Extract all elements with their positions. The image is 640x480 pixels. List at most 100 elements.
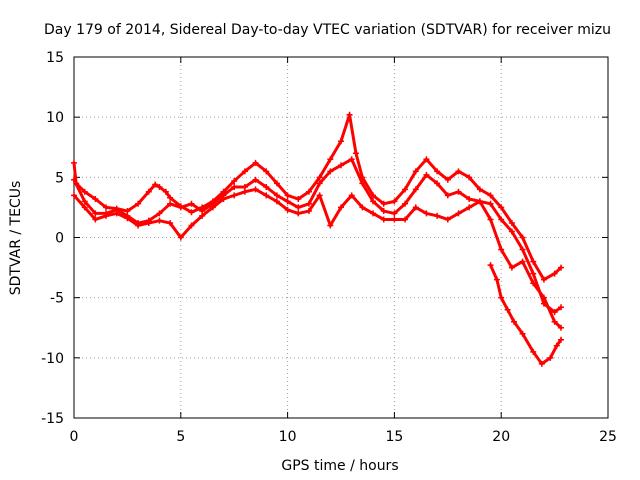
series-segment bbox=[339, 193, 354, 209]
series-segment bbox=[318, 157, 332, 179]
series-segment bbox=[254, 178, 268, 189]
series-segment bbox=[467, 199, 482, 209]
series-segment bbox=[499, 217, 514, 233]
series-segment bbox=[456, 169, 471, 179]
series-segment bbox=[328, 205, 343, 227]
series-segment bbox=[168, 221, 183, 239]
series-segment bbox=[350, 157, 364, 185]
series-segment bbox=[499, 296, 510, 312]
series-segment bbox=[371, 211, 386, 221]
series-segment bbox=[414, 205, 428, 215]
series-segment bbox=[489, 263, 499, 282]
series-segment bbox=[125, 214, 140, 225]
series-segment bbox=[392, 187, 407, 203]
series-segment bbox=[435, 181, 450, 197]
series-segment bbox=[521, 332, 535, 354]
series-segment bbox=[392, 202, 407, 215]
series-segment bbox=[136, 190, 151, 206]
series-segment bbox=[506, 308, 516, 324]
series-segment bbox=[275, 199, 290, 212]
series-segment bbox=[147, 211, 161, 223]
series-segment bbox=[307, 181, 322, 206]
y-axis-label: SDTVAR / TECUs bbox=[8, 181, 24, 296]
y-tick-label: 5 bbox=[55, 170, 64, 186]
x-axis-label: GPS time / hours bbox=[281, 458, 398, 474]
series-segment bbox=[360, 175, 375, 197]
series-segment bbox=[254, 161, 268, 173]
series-segment bbox=[339, 113, 352, 143]
x-tick-label: 15 bbox=[385, 429, 403, 445]
series-segment bbox=[264, 169, 279, 185]
series-segment bbox=[424, 157, 439, 173]
series-segment bbox=[499, 205, 514, 225]
series-segment bbox=[83, 199, 97, 215]
series-segment bbox=[467, 175, 482, 191]
series-segment bbox=[328, 163, 343, 173]
series-segment bbox=[531, 281, 546, 300]
series-segment bbox=[435, 169, 450, 182]
series-segment bbox=[553, 266, 563, 276]
y-tick-label: 0 bbox=[55, 231, 64, 247]
series-segment bbox=[531, 260, 546, 282]
series-segment bbox=[371, 193, 386, 206]
series-segment bbox=[147, 183, 157, 194]
series-segment bbox=[125, 202, 140, 213]
y-tick-label: -5 bbox=[50, 291, 64, 307]
series-segment bbox=[542, 296, 557, 324]
series-segment bbox=[521, 248, 535, 276]
series-segment bbox=[446, 169, 460, 182]
series-segment bbox=[318, 169, 332, 185]
series-segment bbox=[521, 236, 535, 264]
series-segment bbox=[179, 223, 193, 239]
series-segment bbox=[495, 278, 503, 300]
series-segment bbox=[200, 199, 215, 209]
y-tick-label: -15 bbox=[41, 411, 64, 427]
series-segment bbox=[232, 169, 247, 183]
series-segment bbox=[328, 139, 343, 161]
series-track-d bbox=[487, 262, 565, 367]
data-point bbox=[558, 304, 565, 311]
series-segment bbox=[553, 305, 563, 314]
series-segment bbox=[211, 197, 226, 209]
series-segment bbox=[296, 190, 311, 201]
series-segment bbox=[540, 356, 552, 366]
series-segment bbox=[189, 214, 204, 227]
series-segment bbox=[542, 272, 557, 282]
series-segment bbox=[414, 173, 428, 191]
y-tick-label: 15 bbox=[46, 50, 64, 66]
series-segment bbox=[115, 211, 129, 220]
series-segment bbox=[360, 205, 375, 215]
series-segment bbox=[354, 151, 364, 179]
series-segment bbox=[83, 205, 97, 221]
x-tick-label: 20 bbox=[492, 429, 510, 445]
chart-title: Day 179 of 2014, Sidereal Day-to-day VTE… bbox=[44, 22, 611, 38]
series-segment bbox=[222, 179, 236, 194]
series-segment bbox=[318, 193, 332, 227]
series-segment bbox=[254, 187, 268, 197]
data-point bbox=[558, 336, 565, 343]
data-point bbox=[558, 264, 565, 271]
series-segment bbox=[72, 193, 87, 209]
series-segment bbox=[403, 187, 418, 206]
series-segment bbox=[510, 221, 525, 239]
series-segment bbox=[339, 157, 354, 167]
series-segment bbox=[478, 199, 493, 221]
x-tick-label: 10 bbox=[279, 429, 297, 445]
series-segment bbox=[307, 175, 322, 194]
series-segment bbox=[72, 178, 87, 203]
series-segment bbox=[456, 205, 471, 215]
series-segment bbox=[115, 208, 129, 218]
series-segment bbox=[548, 344, 559, 360]
series-segment bbox=[489, 217, 503, 252]
series-segment bbox=[510, 260, 525, 270]
series-segment bbox=[83, 190, 97, 201]
series-segment bbox=[553, 320, 563, 330]
series-segment bbox=[478, 187, 493, 197]
series-segment bbox=[489, 193, 503, 209]
series-segment bbox=[211, 190, 226, 203]
data-marks bbox=[71, 111, 565, 367]
data-point bbox=[558, 324, 565, 331]
series-segment bbox=[168, 196, 183, 208]
series-segment bbox=[521, 260, 535, 285]
